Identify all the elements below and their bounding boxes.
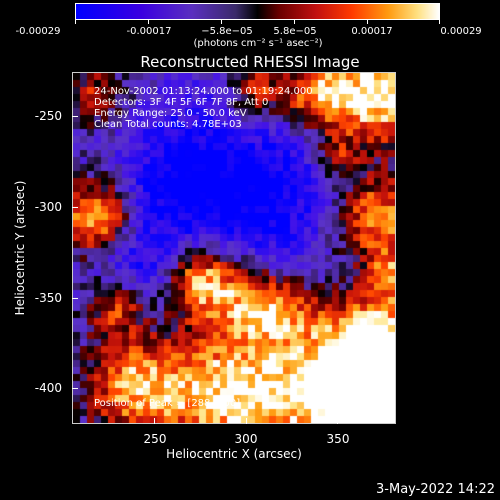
colorbar-tick [367,20,368,24]
y-tick-label: -350 [34,291,62,305]
colorbar-tick-label: −5.8e−05 [201,26,253,37]
heatmap-image [73,73,395,423]
info-clean-counts: Clean Total counts: 4.78E+03 [94,119,242,130]
colorbar-tick [294,20,295,24]
colorbar-tick [75,20,76,24]
x-tick [154,418,155,424]
y-tick [72,207,78,208]
y-tick [72,298,78,299]
colorbar-tick [148,20,149,24]
colorbar-tick-label: -0.00029 [15,26,61,37]
footer-date: 3-May-2022 14:22 [376,482,495,497]
colorbar-tick-label: 5.8e−05 [273,26,317,37]
x-tick [246,418,247,424]
peak-position: Position of Peak = [288,-400] [94,398,241,409]
x-tick-label: 300 [234,432,258,446]
info-energy-range: Energy Range: 25.0 - 50.0 keV [94,108,247,119]
colorbar-tick [221,20,222,24]
y-tick [72,388,78,389]
y-tick-label: -400 [34,381,62,395]
image-panel [72,72,396,424]
y-axis-label: Heliocentric Y (arcsec) [13,180,27,316]
x-axis-label: Heliocentric X (arcsec) [166,447,302,461]
y-tick-label: -300 [34,200,62,214]
colorbar-tick-label: -0.00017 [126,26,172,37]
colorbar-tick [439,20,440,24]
x-tick [337,418,338,424]
colorbar-units: (photons cm⁻² s⁻¹ asec⁻²) [193,38,323,49]
colorbar-tick-label: 0.00017 [351,26,393,37]
info-time-range: 24-Nov-2002 01:13:24.000 to 01:19:24.000 [94,86,313,97]
x-tick-label: 350 [326,432,350,446]
colorbar-tick-label: 0.00029 [440,26,482,37]
x-tick-label: 250 [143,432,167,446]
info-detectors: Detectors: 3F 4F 5F 6F 7F 8F, Att 0 [94,97,269,108]
plot-title: Reconstructed RHESSI Image [140,53,360,71]
colorbar [75,3,440,20]
y-tick [72,116,78,117]
y-tick-label: -250 [34,109,62,123]
